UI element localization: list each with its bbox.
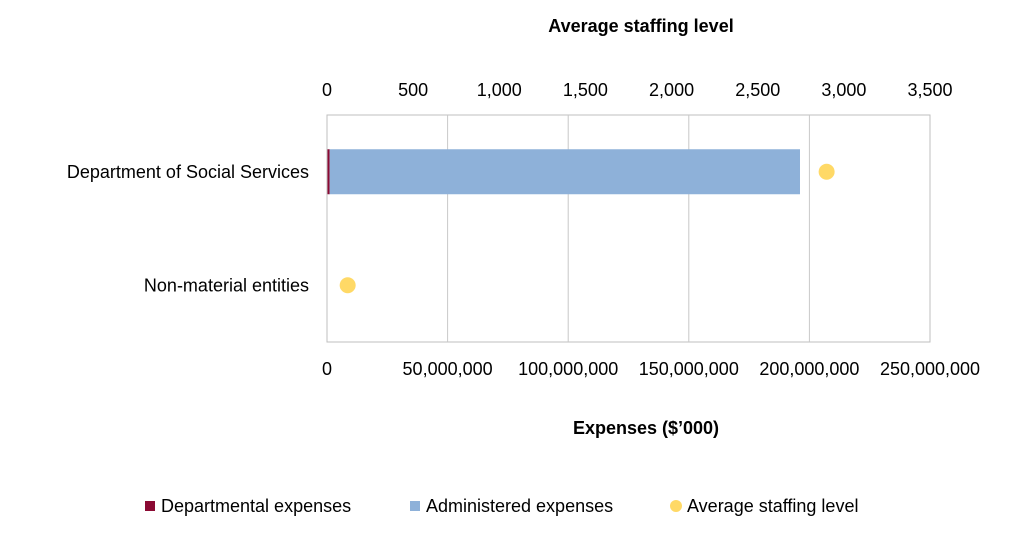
bottom-axis-tick-label: 250,000,000	[880, 359, 980, 379]
legend-marker	[670, 500, 682, 512]
bar-administered-expenses	[329, 149, 800, 195]
top-axis-tick-label: 3,000	[821, 80, 866, 100]
bars	[327, 149, 800, 195]
bottom-axis-tick-labels: 0 50,000,000 100,000,000 150,000,000 200,000…	[322, 359, 980, 379]
top-axis-tick-label: 3,500	[907, 80, 952, 100]
category-labels: Department of Social Services Non-materia…	[67, 162, 309, 296]
legend-marker	[410, 501, 420, 511]
bottom-axis-tick-label: 50,000,000	[403, 359, 493, 379]
bottom-axis-tick-label: 150,000,000	[639, 359, 739, 379]
top-axis-tick-label: 2,500	[735, 80, 780, 100]
bottom-axis-tick-label: 100,000,000	[518, 359, 618, 379]
legend-marker	[145, 501, 155, 511]
top-axis-tick-label: 2,000	[649, 80, 694, 100]
top-axis-tick-labels: 0 500 1,000 1,500 2,000 2,500 3,000 3,500	[322, 80, 953, 100]
gridlines	[447, 115, 810, 342]
top-axis-tick-label: 1,000	[477, 80, 522, 100]
staffing-point	[339, 277, 356, 294]
top-axis-tick-label: 1,500	[563, 80, 608, 100]
category-label: Non-material entities	[144, 275, 309, 295]
staffing-points	[339, 163, 835, 294]
bar-departmental-expenses	[327, 149, 330, 195]
legend: Departmental expenses Administered expens…	[145, 496, 858, 516]
top-axis-tick-label: 0	[322, 80, 332, 100]
staffing-point	[818, 163, 835, 180]
category-label: Department of Social Services	[67, 162, 309, 182]
legend-label: Administered expenses	[426, 496, 613, 516]
top-axis-title: Average staffing level	[548, 16, 733, 36]
legend-label: Departmental expenses	[161, 496, 351, 516]
bottom-axis-tick-label: 0	[322, 359, 332, 379]
legend-label: Average staffing level	[687, 496, 858, 516]
bottom-axis-tick-label: 200,000,000	[759, 359, 859, 379]
bottom-axis-title: Expenses ($’000)	[573, 418, 719, 438]
plot-area	[326, 114, 931, 343]
top-axis-tick-label: 500	[398, 80, 428, 100]
